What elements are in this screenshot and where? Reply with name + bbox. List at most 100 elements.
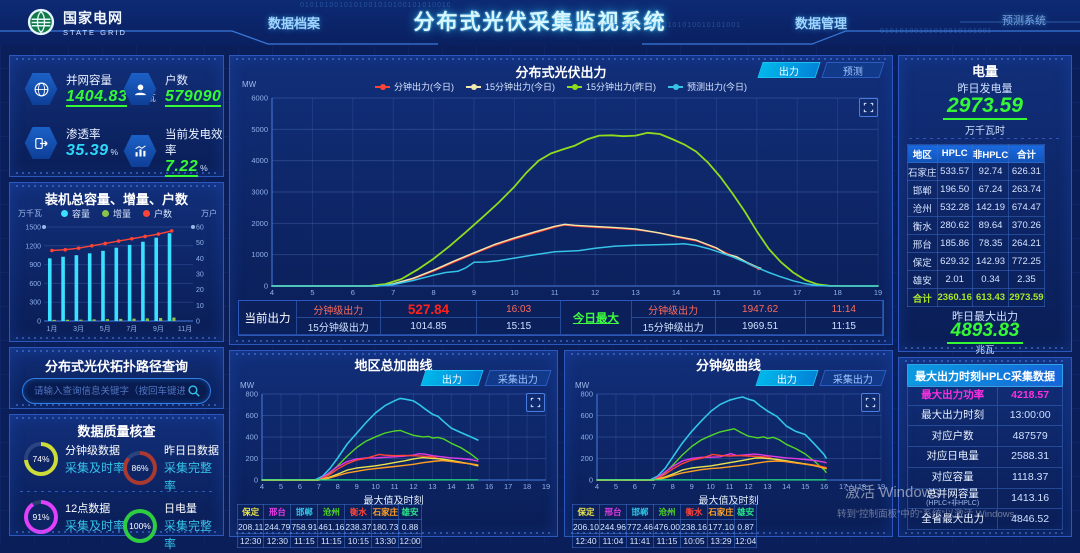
quality-item: 91% 12点数据采集及时率 [24,499,125,535]
legend-marker [101,210,109,217]
svg-text:200: 200 [580,454,593,463]
hplc-row: 最大出力功率 4218.57 [907,385,1063,406]
svg-text:400: 400 [580,433,593,442]
yesterday-max-output-value: 4893.83 [899,320,1071,344]
svg-text:5000: 5000 [251,125,268,134]
hplc-rows: 最大出力功率 4218.57 最大出力时刻 13:00:00 对应户数 487579 对应日… [907,385,1063,530]
svg-text:17: 17 [839,482,847,491]
tab-collected-output[interactable]: 采集出力 [819,370,887,386]
quality-line1: 日电量 [164,503,197,515]
quality-line1: 分钟级数据 [65,445,120,457]
max-quarter-output-time: 11:15 [805,318,883,335]
pv-output-legend[interactable]: 分钟出力(今日) 15分钟出力(今日) 15分钟出力(昨日) 预测出力(今日) [230,80,892,93]
legend-item[interactable]: 分钟出力(今日) [374,80,454,93]
stat-households: 户数 579090 [123,72,222,107]
table-cell: 12:04 [733,533,758,548]
table-cell: 保定 [236,504,265,520]
hplc-label: 总并网容量 (HPLC+非HPLC) [926,488,980,508]
yesterday-generation-value: 2973.59 [899,94,1071,120]
table-row: 沧州 532.28 142.19 674.47 [907,198,1045,217]
svg-text:17: 17 [504,482,512,491]
legend-item[interactable]: 户数 [143,207,172,220]
svg-text:8: 8 [336,482,340,491]
search-icon[interactable] [187,384,201,398]
table-header-row: 地区 HPLC 非HPLC 合计 [907,144,1045,163]
table-cell: 10:05 [680,533,708,548]
legend-item[interactable]: 预测出力(今日) [668,80,747,93]
table-cell: 雄安 [398,504,422,520]
table-row: 206.10 244.96 772.46 476.00 238.16 177.10 0.87 [572,519,758,534]
panel-title: 分布式光伏拓扑路径查询 [44,359,188,374]
tab-output[interactable]: 出力 [420,370,484,386]
table-cell: 370.26 [1008,216,1045,235]
legend-item[interactable]: 增量 [101,207,131,220]
y-axis-unit: MW [242,80,257,89]
installed-capacity-chart: 0 300 600 900 1200 1500 0 10 20 30 40 50 60 1月 3月 5月 7月 9… [25,225,203,334]
nav-forecast-system[interactable]: 预测系统 [1002,15,1046,27]
tab-forecast[interactable]: 预测 [821,62,885,78]
table-row: 雄安 2.01 0.34 2.35 [907,270,1045,289]
hplc-label: 对应户数 [931,429,974,442]
legend-item[interactable]: 15分钟出力(昨日) [567,80,656,93]
tab-output[interactable]: 出力 [755,370,819,386]
legend-label: 户数 [154,209,173,219]
panel-title: 电量 [971,64,998,79]
binary-texture: 0101010010101001010100101010010101001010… [880,28,990,35]
legend-label: 容量 [71,209,90,219]
svg-text:16: 16 [820,482,828,491]
table-cell: 12:00 [398,533,422,548]
table-cell: 67.24 [971,180,1010,199]
svg-text:0: 0 [37,319,41,326]
svg-text:3000: 3000 [251,188,268,197]
svg-text:10: 10 [706,482,714,491]
table-cell: 10:15 [344,533,373,548]
y-axis-unit: MW [240,381,255,390]
svg-text:7: 7 [317,482,321,491]
hplc-label: 最大出力功率 [921,388,985,401]
search-input[interactable] [32,384,187,398]
table-cell: 2.35 [1008,270,1045,289]
quality-pct: 100% [127,513,153,539]
table-cell: 244.79 [263,519,292,534]
fullscreen-icon[interactable] [861,393,880,412]
tab-collected-output[interactable]: 采集出力 [484,370,552,386]
quality-line2: 采集及时率 [65,519,126,533]
svg-text:8: 8 [671,482,675,491]
hplc-value: 2588.31 [997,447,1062,467]
hplc-panel-title: 最大出力时刻HPLC采集数据 [907,364,1063,387]
svg-text:4: 4 [595,482,599,491]
quality-pct: 91% [28,504,54,530]
tab-output[interactable]: 出力 [757,62,821,78]
svg-text:1200: 1200 [25,243,41,250]
svg-text:11: 11 [391,482,399,491]
svg-text:3月: 3月 [73,325,84,333]
minute-output-time: 16:03 [477,301,561,318]
svg-text:13: 13 [631,288,639,297]
legend-marker [60,210,68,217]
logo-title: 国家电网 [63,9,123,26]
fullscreen-icon[interactable] [859,98,878,117]
legend-item[interactable]: 15分钟出力(今日) [465,80,555,93]
svg-text:16: 16 [485,482,493,491]
table-cell: 邢台 [263,504,292,520]
stat-label: 户数 [165,75,188,87]
table-cell: 244.96 [599,519,627,534]
table-cell: 合计 [907,288,938,307]
quality-line1: 12点数据 [65,503,111,515]
nav-data-archive[interactable]: 数据档案 [268,16,321,31]
quality-line2: 采集完整率 [164,461,213,493]
state-grid-logo: 国家电网 STATE GRID [26,7,127,37]
legend-item[interactable]: 容量 [60,207,90,220]
svg-text:5: 5 [614,482,618,491]
svg-text:7: 7 [652,482,656,491]
svg-text:17: 17 [793,288,801,297]
fullscreen-icon[interactable] [526,393,545,412]
today-max-label[interactable]: 今日最大 [560,301,632,335]
svg-text:15: 15 [712,288,720,297]
stat-value: 1404.83 [66,88,128,107]
nav-data-manage[interactable]: 数据管理 [795,16,848,31]
stat-label: 渗透率 [66,129,101,141]
table-cell: 280.62 [936,216,973,235]
minute-output-label: 分钟级出力 [296,301,381,318]
table-row: 保定 629.32 142.93 772.25 [907,252,1045,271]
